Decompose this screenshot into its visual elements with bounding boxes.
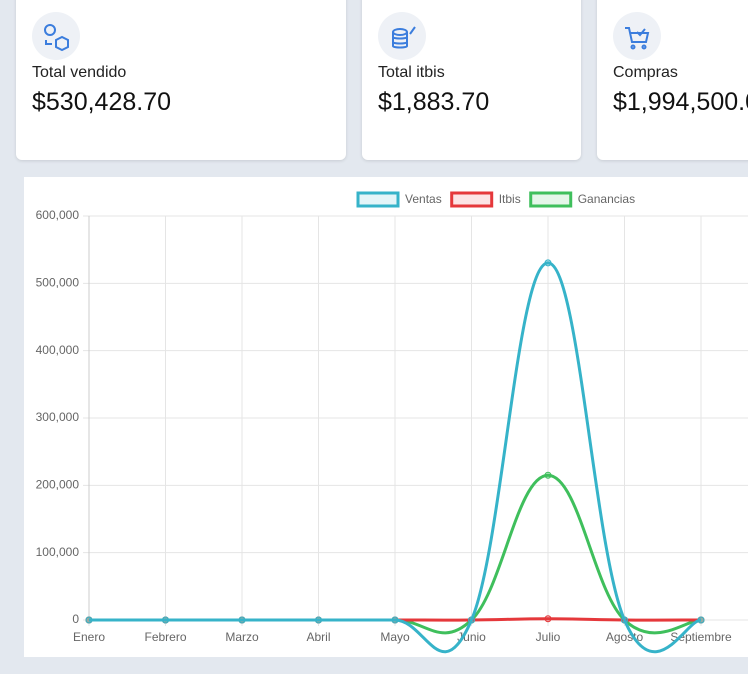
icon [378,12,426,60]
data-point [544,615,552,623]
card-label: Compras [613,64,678,81]
data-point [315,616,322,624]
x-tick-label: Abril [306,630,330,644]
y-tick-label: 100,000 [36,545,80,559]
legend-label: Itbis [499,192,521,206]
card: Compras $1,994,500.00 [597,0,748,160]
chart: 0 100,000 200,000 300,000 400,000 500,000 600,… [36,191,748,654]
series-line [89,261,702,654]
data-point [468,616,475,624]
chart-panel: 0 100,000 200,000 300,000 400,000 500,000 600,… [24,177,748,657]
data-point [544,259,552,267]
card-value: $530,428.70 [32,88,172,116]
data-point [391,616,399,624]
x-tick-label: Marzo [225,630,259,644]
legend-label: Ventas [405,192,442,206]
data-point [162,616,169,624]
icon [32,12,80,60]
card-value: $1,994,500.00 [613,88,748,116]
y-tick-label: 400,000 [36,343,80,357]
x-tick-label: Agosto [606,630,644,644]
y-tick-label: 500,000 [36,276,80,290]
data-point [697,616,705,624]
x-tick-label: Julio [536,630,561,644]
x-tick-label: Septiembre [670,630,732,644]
data-point [621,616,628,624]
data-point [544,471,552,479]
y-tick-label: 300,000 [36,410,80,424]
y-tick-label: 600,000 [36,208,80,222]
y-tick-label: 200,000 [36,478,80,492]
card-label: Total itbis [378,64,445,81]
card-value: $1,883.70 [378,88,490,116]
x-tick-label: Febrero [144,630,186,644]
legend-swatch [529,191,573,208]
legend-label: Ganancias [578,192,635,206]
card: Total vendido $530,428.70 [16,0,346,160]
legend-swatch [356,191,400,208]
x-tick-label: Mayo [380,630,410,644]
card: Total itbis $1,883.70 [362,0,581,160]
data-point [85,616,93,624]
y-tick-label: 0 [72,612,79,626]
card-label: Total vendido [32,64,127,81]
legend-swatch [450,191,494,208]
data-point [238,616,246,624]
icon [613,12,661,60]
x-tick-label: Enero [73,630,105,644]
